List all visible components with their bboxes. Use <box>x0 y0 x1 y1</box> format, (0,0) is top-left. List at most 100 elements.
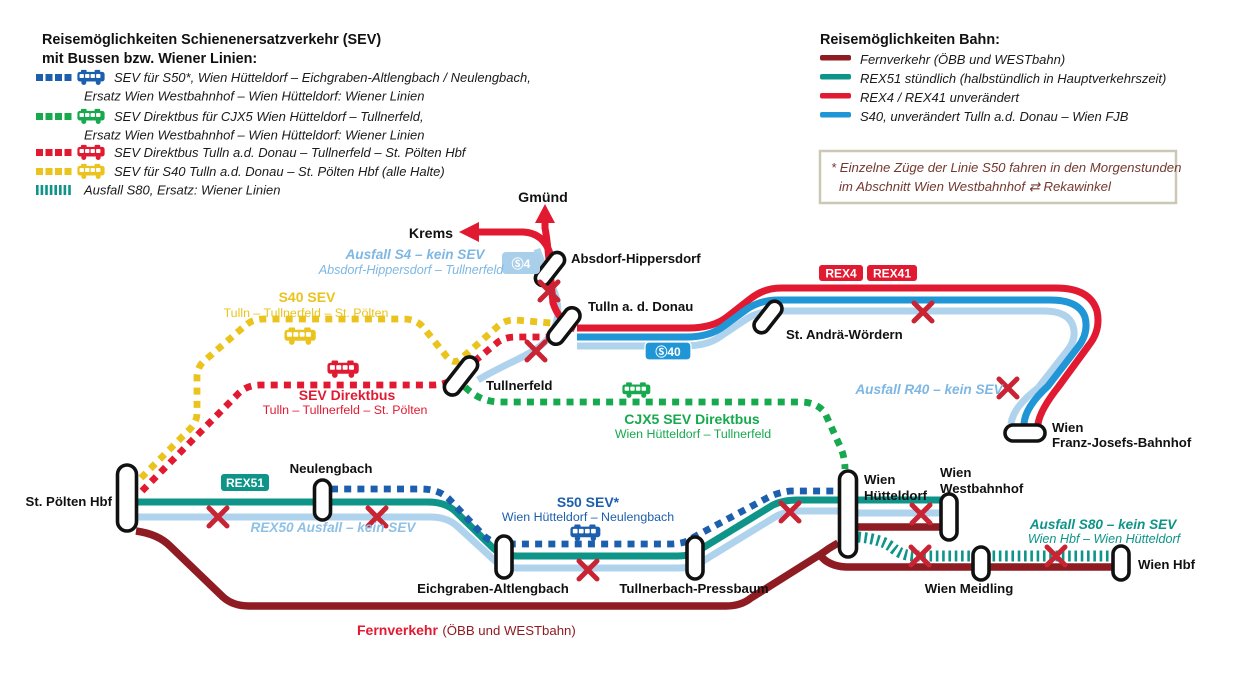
legend-sev-item-2-line2: Ersatz Wien Westbahnhof – Wien Hütteldor… <box>84 128 424 143</box>
station-marker-tulln <box>546 305 582 347</box>
station-marker-absdorf <box>533 250 567 288</box>
legend-sev-item-5-line1: Ausfall S80, Ersatz: Wiener Linien <box>83 183 280 198</box>
footnote-line1: * Einzelne Züge der Linie S50 fahren in … <box>831 160 1181 175</box>
legend-swatch-s40 <box>820 112 851 118</box>
ausfall-s80-label: Ausfall S80 – kein SEV <box>1029 517 1179 532</box>
legend-bahn-item-4: S40, unverändert Tulln a.d. Donau – Wien… <box>860 109 1129 124</box>
station-label-gmuend: Gmünd <box>518 190 568 206</box>
legend-marker-direktbus-dashed <box>36 149 72 156</box>
bus-icon <box>284 327 316 345</box>
fernverkehr-label-rest: (ÖBB und WESTbahn) <box>442 623 575 638</box>
legend-sev-item-4-line1: SEV für S40 Tulln a.d. Donau – St. Pölte… <box>114 164 445 179</box>
legend-bahn-item-2: REX51 stündlich (halbstündlich in Hauptv… <box>860 71 1166 86</box>
legend-bahn-item-3: REX4 / REX41 unverändert <box>860 90 1020 105</box>
badge-rex4-label: REX4 <box>825 267 857 281</box>
line-cjx5-sev-bus <box>462 384 849 470</box>
cjx5-label: CJX5 SEV Direktbus <box>624 411 760 427</box>
ausfall-s4-sublabel: Absdorf-Hippersdorf – Tullnerfeld <box>318 263 505 277</box>
badge-s4-label: Ⓢ4 <box>512 256 531 271</box>
legend-bahn: Reisemöglichkeiten Bahn: Fernverkehr (ÖB… <box>820 32 1166 124</box>
station-label-st-andrae: St. Andrä-Wördern <box>786 327 903 342</box>
station-marker-huetteldorf <box>837 469 859 559</box>
legend-sev-item-1-line2: Ersatz Wien Westbahnhof – Wien Hütteldor… <box>84 89 424 104</box>
s40-sev-label: S40 SEV <box>279 289 336 305</box>
legend-swatch-fernverkehr <box>820 55 851 61</box>
line-rex50-cancelled <box>137 507 941 572</box>
s50-sev-label: S50 SEV* <box>557 494 620 510</box>
station-marker-fjb <box>1003 423 1047 443</box>
sev-direktbus-sublabel: Tulln – Tullnerfeld – St. Pölten <box>263 403 428 417</box>
footnote-line2: im Abschnitt Wien Westbahnhof ⇄ Rekawink… <box>839 179 1112 194</box>
legend-bahn-item-1: Fernverkehr (ÖBB und WESTbahn) <box>860 52 1065 67</box>
footnote-box: * Einzelne Züge der Linie S50 fahren in … <box>818 149 1181 205</box>
station-label-huetteldorf-line2: Hütteldorf <box>864 488 928 503</box>
s40-sev-sublabel: Tulln – Tullnerfeld – St. Pölten <box>224 306 389 320</box>
station-label-fjb-line1: Wien <box>1052 420 1083 435</box>
station-marker-westbahnhof <box>939 492 959 542</box>
badge-s40: Ⓢ40 <box>644 341 692 361</box>
legend-sev: Reisemöglichkeiten Schienenersatzverkehr… <box>36 32 531 198</box>
ausfall-s80-sublabel: Wien Hbf – Wien Hütteldorf <box>1028 532 1182 546</box>
sev-direktbus-label: SEV Direktbus <box>299 387 396 403</box>
line-s80-replacement <box>857 531 1110 562</box>
station-label-eichgraben: Eichgraben-Altlengbach <box>417 581 569 596</box>
station-marker-st-poelten <box>115 463 139 533</box>
station-label-huetteldorf-line1: Wien <box>864 472 895 487</box>
station-marker-neulengbach <box>312 478 333 522</box>
legend-marker-s80-hatch <box>36 185 71 195</box>
legend-marker-s40sev-dashed <box>36 168 72 175</box>
station-label-westbahnhof-line1: Wien <box>940 465 971 480</box>
legend-sev-item-2-line1: SEV Direktbus für CJX5 Wien Hütteldorf –… <box>114 109 424 124</box>
station-marker-tullnerfeld <box>442 355 480 397</box>
rex50-ausfall-label: REX50 Ausfall – kein SEV <box>251 520 418 535</box>
station-marker-eichgraben <box>494 534 514 580</box>
gmuend-arrowhead <box>535 204 555 223</box>
s50-sev-sublabel: Wien Hütteldorf – Neulengbach <box>502 510 674 524</box>
bus-icon <box>77 163 105 180</box>
station-marker-tullnerbach <box>685 535 705 581</box>
fernverkehr-label: Fernverkehr (ÖBB und WESTbahn) <box>357 622 576 639</box>
station-label-wien-hbf: Wien Hbf <box>1138 557 1196 572</box>
fernverkehr-label-bold: Fernverkehr <box>357 622 438 638</box>
krems-arrowhead <box>459 222 479 242</box>
station-label-fjb-line2: Franz-Josefs-Bahnhof <box>1052 435 1192 450</box>
station-label-tullnerbach: Tullnerbach-Pressbaum <box>619 581 768 596</box>
station-label-absdorf: Absdorf-Hippersdorf <box>571 251 701 266</box>
badge-rex51: REX51 <box>221 474 269 491</box>
badge-s40-label: Ⓢ40 <box>655 344 681 359</box>
legend-marker-cjx5-dashed <box>36 113 72 120</box>
badge-rex41-label: REX41 <box>873 267 911 281</box>
station-marker-wien-hbf <box>1111 544 1131 582</box>
badge-rex4: REX4 <box>819 265 863 281</box>
station-label-neulengbach: Neulengbach <box>290 461 373 476</box>
station-label-meidling: Wien Meidling <box>925 581 1014 596</box>
badge-rex41: REX41 <box>867 265 917 281</box>
station-label-tullnerfeld: Tullnerfeld <box>486 378 552 393</box>
bus-icon <box>77 69 105 86</box>
line-s50-sev-bus <box>331 485 839 548</box>
legend-swatch-rex4 <box>820 93 851 99</box>
ausfall-s4-label: Ausfall S4 – kein SEV <box>344 247 486 262</box>
line-s40 <box>577 296 1090 425</box>
ausfall-r40-label: Ausfall R40 – kein SEV <box>854 382 1004 397</box>
station-label-krems: Krems <box>409 226 453 242</box>
legend-sev-item-3-line1: SEV Direktbus Tulln a.d. Donau – Tullner… <box>114 145 467 160</box>
legend-sev-item-1-line1: SEV für S50*, Wien Hütteldorf – Eichgrab… <box>114 70 531 85</box>
station-marker-meidling <box>971 545 991 582</box>
legend-bahn-title: Reisemöglichkeiten Bahn: <box>820 32 1000 48</box>
legend-marker-s50-dashed <box>36 74 72 81</box>
station-marker-st-andrae <box>752 299 784 335</box>
line-fernverkehr <box>135 523 1112 610</box>
station-label-tulln: Tulln a. d. Donau <box>588 299 693 314</box>
badge-rex51-label: REX51 <box>226 476 264 490</box>
legend-sev-title-line1: Reisemöglichkeiten Schienenersatzverkehr… <box>42 32 381 48</box>
bus-icon <box>570 524 601 542</box>
station-label-st-poelten: St. Pölten Hbf <box>26 494 113 509</box>
bus-icon <box>622 382 651 398</box>
line-s40-sev-bus <box>138 315 552 481</box>
badge-s4: Ⓢ4 <box>502 252 540 274</box>
bus-icon <box>77 108 105 125</box>
cancelled-x-icon <box>911 547 929 565</box>
bus-icon <box>327 360 359 378</box>
